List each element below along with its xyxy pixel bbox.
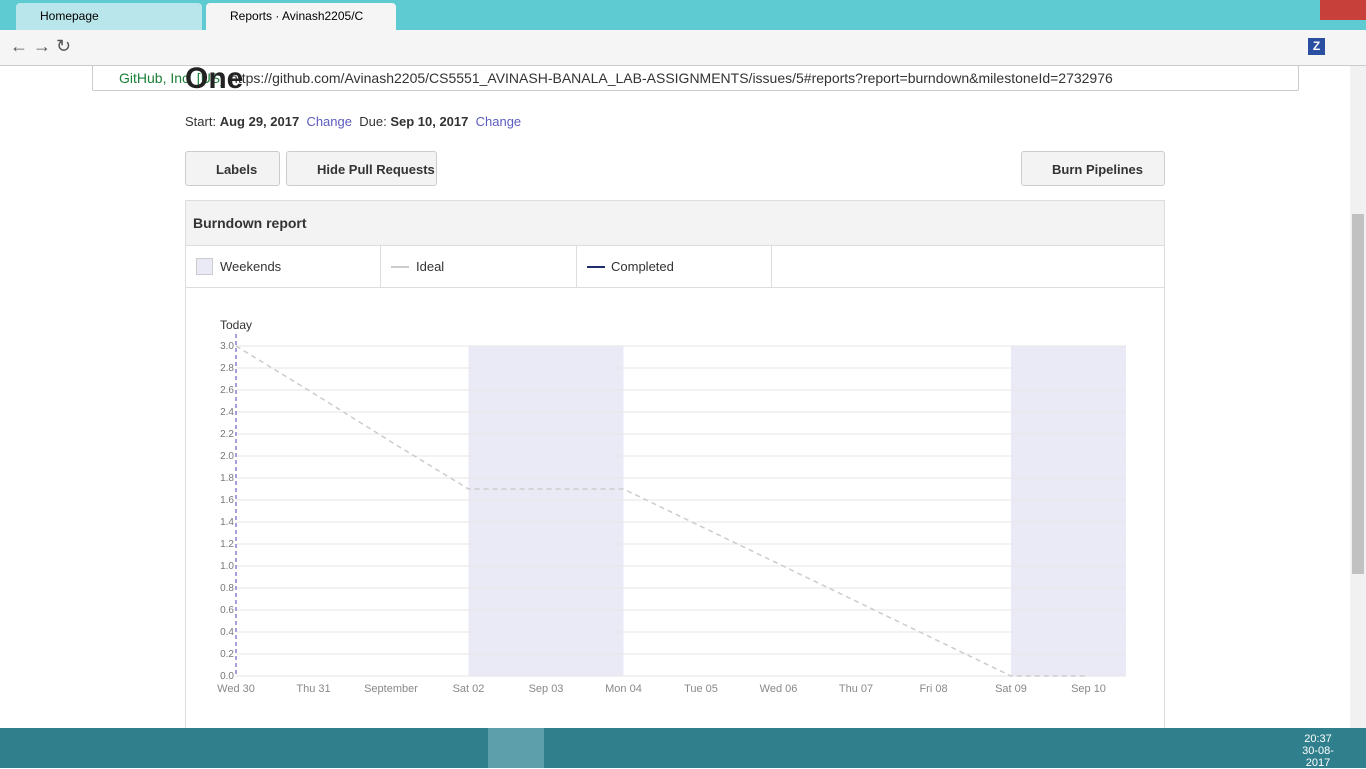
y-tick-label: 1.8 — [220, 473, 234, 484]
url: https://github.com/Avinash2205/CS5551_AV… — [230, 70, 1113, 86]
today-label: Today — [220, 318, 252, 332]
omnibox[interactable]: GitHub, Inc. [US] https://github.com/Avin… — [92, 65, 1299, 91]
report-title: Burndown report — [186, 201, 1164, 246]
y-tick-label: 3.0 — [220, 341, 234, 352]
tab[interactable]: Reports · Avinash2205/C — [206, 3, 396, 30]
x-tick-label: Thu 07 — [839, 683, 873, 695]
series-line — [235, 345, 1089, 677]
legend-label: Completed — [611, 259, 674, 274]
button[interactable]: Labels — [185, 151, 280, 186]
link[interactable]: Change — [306, 114, 352, 129]
tab-bar: Homepage Reports · Avinash2205/C — [0, 0, 1366, 30]
milestone-title: One — [185, 62, 244, 95]
y-tick-label: 2.4 — [220, 407, 234, 418]
weekend-band — [1011, 346, 1126, 676]
label: Due: — [359, 114, 387, 129]
y-tick-label: 0.0 — [220, 671, 234, 682]
date: Aug 29, 2017 — [219, 114, 300, 129]
active-app[interactable] — [488, 728, 544, 768]
tab[interactable]: Homepage — [16, 3, 202, 30]
legend-swatch — [196, 258, 213, 275]
x-tick-label: September — [364, 683, 418, 695]
y-tick-label: 2.8 — [220, 363, 234, 374]
dates: Start: Aug 29, 2017 Change Due: Sep 10, … — [185, 114, 521, 129]
legend-label: Ideal — [416, 259, 445, 274]
x-tick-label: Mon 04 — [605, 683, 642, 695]
y-tick-label: 0.6 — [220, 605, 234, 616]
x-tick-label: Sat 09 — [995, 683, 1027, 695]
y-tick-label: 0.2 — [220, 649, 234, 660]
y-tick-label: 2.2 — [220, 429, 234, 440]
y-tick-label: 1.4 — [220, 517, 234, 528]
weekend-band — [468, 346, 624, 676]
time: 20:37 — [1304, 733, 1332, 745]
x-tick-label: Sep 03 — [529, 683, 564, 695]
x-tick-label: Fri 08 — [919, 683, 947, 695]
legend-label: Weekends — [220, 259, 282, 274]
report-panel: Burndown report Weekends Ideal Completed — [185, 200, 1165, 732]
scrollbar[interactable] — [1350, 66, 1366, 728]
nav-icons[interactable]: ← → ↻ — [10, 36, 72, 56]
clock: 20:37 30-08-2017 — [1290, 733, 1346, 769]
x-tick-label: Thu 31 — [296, 683, 330, 695]
security: GitHub, Inc. [US] — [119, 70, 225, 86]
chart: 0.0 0.2 0.4 0.6 0.8 1.0 1.2 1.4 1.6 1.8 2.0 2.2 2.4 2… — [217, 318, 1126, 695]
legend-swatch — [587, 266, 605, 268]
x-tick-label: Sat 02 — [453, 683, 485, 695]
toolbar: ← → ↻ GitHub, Inc. [US] https://github.co… — [0, 30, 1366, 91]
x-tick-label: Wed 30 — [217, 683, 255, 695]
window-controls — [1240, 0, 1366, 20]
date: Sep 10, 2017 — [390, 114, 469, 129]
close[interactable] — [1320, 0, 1366, 20]
y-tick-label: 2.0 — [220, 451, 234, 462]
legend: Weekends Ideal Completed — [186, 246, 1164, 288]
taskbar: 20:37 30-08-2017 — [0, 728, 1366, 769]
x-tick-label: Tue 05 — [684, 683, 718, 695]
y-tick-label: 0.4 — [220, 627, 234, 638]
date: 30-08-2017 — [1302, 745, 1334, 769]
link[interactable]: Change — [475, 114, 522, 129]
button[interactable]: Hide Pull Requests — [286, 151, 437, 186]
y-tick-label: 0.8 — [220, 583, 234, 594]
y-tick-label: 1.6 — [220, 495, 234, 506]
x-tick-label: Wed 06 — [760, 683, 798, 695]
label: Start: — [185, 114, 217, 129]
y-tick-label: 1.2 — [220, 539, 234, 550]
legend-swatch — [391, 266, 409, 268]
y-tick-label: 1.0 — [220, 561, 234, 572]
button[interactable]: Burn Pipelines — [1021, 151, 1165, 186]
extension[interactable]: Z — [1308, 38, 1325, 55]
x-tick-label: Sep 10 — [1071, 683, 1106, 695]
y-tick-label: 2.6 — [220, 385, 234, 396]
